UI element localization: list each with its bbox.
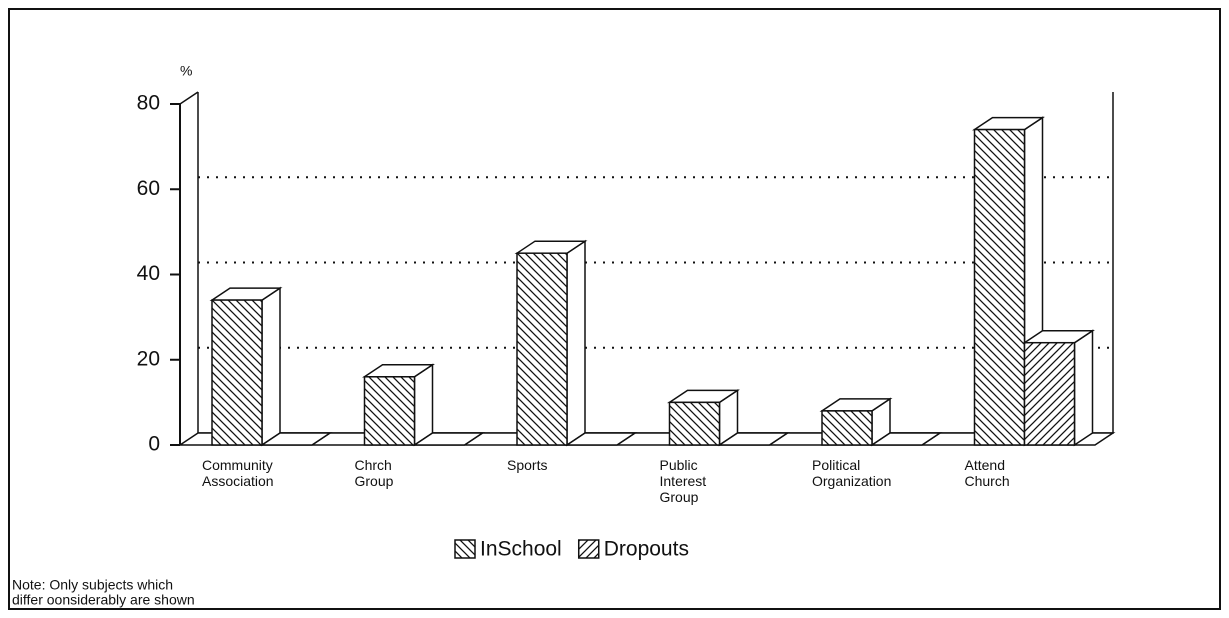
y-tick-label: 60 (137, 177, 160, 200)
y-tick-label: 40 (137, 262, 160, 285)
bar-top (259, 432, 333, 446)
bar (211, 299, 263, 446)
x-tick-label: Public Interest Group (660, 457, 707, 505)
bar (363, 376, 416, 446)
bar (821, 410, 873, 446)
bar (668, 401, 721, 446)
bar-top (564, 432, 638, 446)
x-tick-label: Political Organization (812, 457, 891, 489)
bar-side (1073, 329, 1094, 447)
frame (8, 8, 1221, 610)
bar (516, 252, 568, 446)
x-tick-label: Attend Church (965, 457, 1010, 489)
bar-side (413, 363, 434, 447)
bar-top (412, 432, 485, 446)
note: Note: Only subjects which (12, 577, 173, 593)
x-tick-label: Community Association (202, 457, 274, 489)
legend-swatch (454, 539, 476, 559)
legend-swatch (577, 539, 600, 559)
bar-side (261, 286, 281, 447)
y-tick-label: 80 (137, 92, 160, 115)
y-axis-label: % (180, 63, 192, 79)
bar-top (717, 432, 790, 446)
y-tick-label: 20 (137, 347, 160, 370)
y-tick-label: 0 (148, 433, 160, 456)
bar (1023, 341, 1076, 446)
legend-label: Dropouts (604, 538, 689, 561)
bar (973, 128, 1026, 446)
bar-top (869, 432, 943, 446)
legend-label: InSchool (480, 538, 562, 561)
x-tick-label: Sports (507, 457, 547, 473)
note: differ oonsiderably are shown (12, 592, 195, 608)
x-tick-label: Chrch Group (355, 457, 394, 489)
y-axis-depth (179, 91, 199, 105)
bar-side (566, 239, 586, 447)
